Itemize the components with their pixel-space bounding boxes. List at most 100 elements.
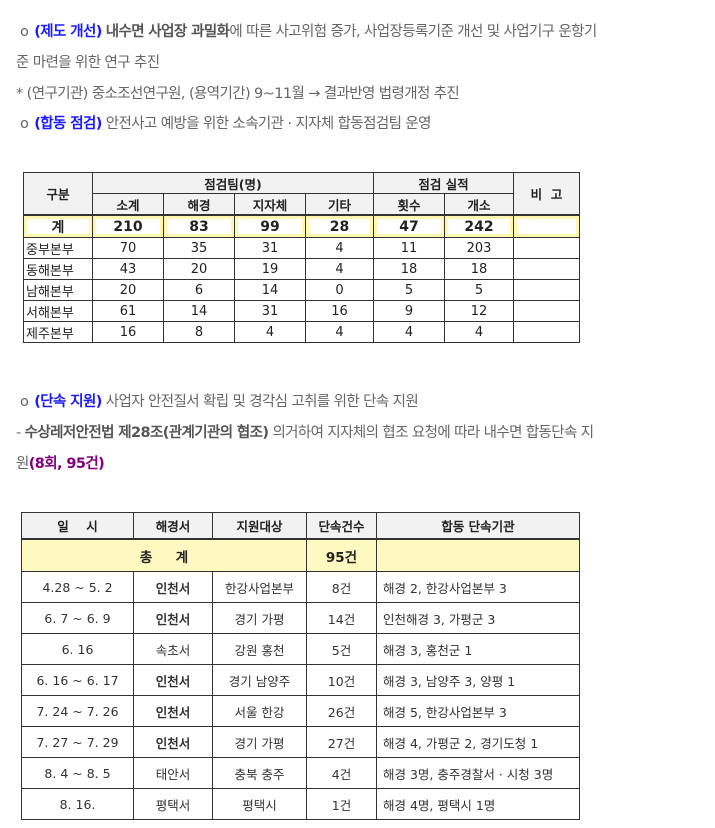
target: 경기 남양주: [212, 664, 307, 696]
text: 에 따른 사고위험 증가, 사업장등록기준 개선 및 사업기구 운항기: [229, 24, 597, 40]
table-row: 제주본부 16 8 4 4 4 4: [23, 321, 581, 343]
paragraph-system-improvement: o (제도 개선) 내수면 사업장 과밀화에 따른 사고위험 증가, 사업장등록기…: [16, 20, 597, 41]
cell-value: 4: [234, 321, 306, 343]
joint-orgs: 해경 3, 남양주 3, 양평 1: [376, 664, 580, 696]
joint-orgs: 해경 5, 한강사업본부 3: [376, 695, 580, 727]
region-name: 중부본부: [23, 237, 93, 259]
count: 14건: [306, 602, 377, 634]
date: 6. 16 ~ 6. 17: [21, 664, 134, 696]
bold-text: 수상레저안전법 제28조(관계기관의 협조): [24, 425, 269, 441]
total-value: 242: [443, 214, 515, 238]
total-value: 210: [92, 214, 164, 238]
joint-orgs: 해경 4, 가평군 2, 경기도청 1: [376, 726, 580, 758]
cell-value: 14: [163, 300, 235, 322]
table-row: 동해본부 43 20 19 4 18 18: [23, 258, 581, 280]
target: 강원 홍천: [212, 633, 307, 665]
paragraph-joint-inspection: o (합동 점검) 안전사고 예방을 위한 소속기관 · 지자체 합동점검팀 운영: [16, 112, 431, 133]
remarks: [513, 237, 581, 259]
date: 8. 4 ~ 8. 5: [21, 757, 134, 789]
cell-value: 12: [443, 300, 515, 322]
joint-orgs: 해경 3명, 충주경찰서 · 시청 3명: [376, 757, 580, 789]
paragraph-continuation: 준 마련을 위한 연구 추진: [16, 55, 160, 71]
total-remarks: [513, 214, 581, 238]
enforcement-table: 일 시 해경서 지원대상 단속건수 합동 단속기관 총 계 95건 4.28 ~ 5. …: [21, 512, 580, 820]
cell-value: 8: [163, 321, 235, 343]
joint-orgs: 해경 4명, 평택시 1명: [376, 788, 580, 820]
station: 인천서: [133, 726, 213, 758]
joint-orgs: 인천해경 3, 가평군 3: [376, 602, 580, 634]
count: 5건: [306, 633, 377, 665]
date: 6. 16: [21, 633, 134, 665]
cell-value: 43: [92, 258, 164, 280]
cell-value: 5: [443, 279, 515, 301]
joint-orgs: 해경 3, 홍천군 1: [376, 633, 580, 665]
text: 원: [16, 456, 29, 472]
paragraph-law-basis: - 수상레저안전법 제28조(관계기관의 협조) 의거하여 지자체의 협조 요청…: [16, 421, 594, 442]
date: 7. 27 ~ 7. 29: [21, 726, 134, 758]
highlight: (8회, 95건): [28, 456, 105, 472]
total-label: 총 계: [21, 538, 307, 572]
paragraph-law-continuation: 원(8회, 95건): [16, 452, 105, 473]
station: 속초서: [133, 633, 213, 665]
count: 4건: [306, 757, 377, 789]
bullet: o: [20, 24, 29, 40]
cell-value: 18: [373, 258, 445, 280]
cell-value: 4: [373, 321, 445, 343]
region-name: 제주본부: [23, 321, 93, 343]
cell-value: 5: [373, 279, 445, 301]
cell-value: 4: [305, 237, 374, 259]
cell-value: 16: [305, 300, 374, 322]
total-value: 83: [163, 214, 235, 238]
count: 27건: [306, 726, 377, 758]
cell-value: 70: [92, 237, 164, 259]
table-row: 중부본부 70 35 31 4 11 203: [23, 237, 581, 259]
table-row: 6. 7 ~ 6. 9 인천서 경기 가평 14건 인천해경 3, 가평군 3: [21, 602, 580, 634]
cell-value: 4: [305, 321, 374, 343]
station: 태안서: [133, 757, 213, 789]
cell-value: 4: [443, 321, 515, 343]
date: 7. 24 ~ 7. 26: [21, 695, 134, 727]
station: 인천서: [133, 695, 213, 727]
station: 평택서: [133, 788, 213, 820]
table-row: 남해본부 20 6 14 0 5 5: [23, 279, 581, 301]
tag: (제도 개선): [34, 24, 102, 40]
cell-value: 0: [305, 279, 374, 301]
note: * (연구기관) 중소조선연구원, (용역기간) 9~11월 → 결과반영 법령…: [16, 86, 460, 102]
header-remarks: 비 고: [513, 172, 581, 216]
table-row: 7. 24 ~ 7. 26 인천서 서울 한강 26건 해경 5, 한강사업본부 3: [21, 695, 580, 727]
cell-value: 18: [443, 258, 515, 280]
text: 안전사고 예방을 위한 소속기관 · 지자체 합동점검팀 운영: [105, 116, 432, 132]
date: 6. 7 ~ 6. 9: [21, 602, 134, 634]
date: 8. 16.: [21, 788, 134, 820]
cell-value: 11: [373, 237, 445, 259]
column-header: 일 시: [21, 512, 134, 540]
cell-value: 14: [234, 279, 306, 301]
text: 의거하여 지자체의 협조 요청에 따라 내수면 합동단속 지: [268, 425, 594, 441]
header-team: 점검팀(명): [92, 172, 374, 194]
cell-value: 31: [234, 237, 306, 259]
cell-value: 31: [234, 300, 306, 322]
header-result: 점검 실적: [372, 172, 515, 194]
bold-text: 내수면 사업장 과밀화: [105, 24, 230, 40]
prefix: -: [16, 425, 25, 441]
cell-value: 4: [305, 258, 374, 280]
column-header: 지원대상: [212, 512, 307, 540]
tag: (합동 점검): [34, 116, 102, 132]
inspection-team-table: 구분 점검팀(명) 점검 실적 비 고 소계 해경 지자체 기타 횟수 개소 계 210 83…: [23, 172, 581, 343]
count: 10건: [306, 664, 377, 696]
station: 인천서: [133, 664, 213, 696]
cell-value: 19: [234, 258, 306, 280]
cell-value: 203: [443, 237, 515, 259]
date: 4.28 ~ 5. 2: [21, 571, 134, 603]
table-row: 서해본부 61 14 31 16 9 12: [23, 300, 581, 322]
tag: (단속 지원): [34, 394, 102, 410]
column-header: 단속건수: [306, 512, 377, 540]
remarks: [513, 279, 581, 301]
table-row: 6. 16 속초서 강원 홍천 5건 해경 3, 홍천군 1: [21, 633, 580, 665]
count: 8건: [306, 571, 377, 603]
region-name: 동해본부: [23, 258, 93, 280]
subheader: 기타: [305, 193, 374, 216]
station: 인천서: [133, 571, 213, 603]
cell-value: 20: [92, 279, 164, 301]
cell-value: 9: [373, 300, 445, 322]
